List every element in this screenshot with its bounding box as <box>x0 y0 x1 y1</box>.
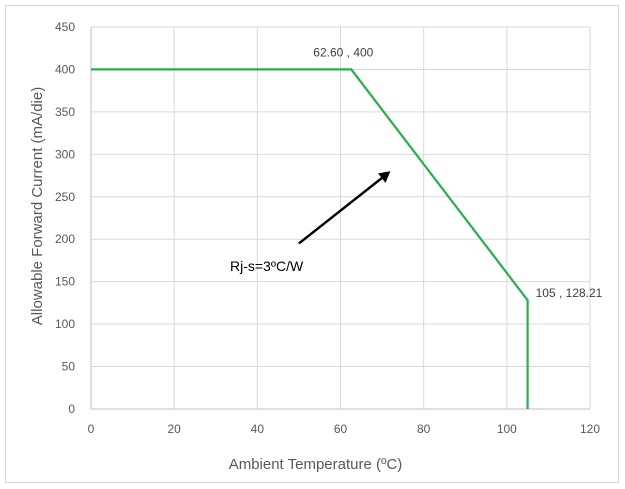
x-tick-label: 20 <box>167 422 181 436</box>
y-tick-label: 0 <box>68 402 75 416</box>
x-tick-label: 100 <box>497 422 517 436</box>
x-tick-labels: 0 20 40 60 80 100 120 <box>88 422 601 436</box>
x-axis-title: Ambient Temperature (ºC) <box>229 456 403 473</box>
y-tick-label: 50 <box>62 360 76 374</box>
y-tick-label: 300 <box>55 147 75 161</box>
point-label-knee: 62.60 , 400 <box>313 45 373 59</box>
y-tick-label: 250 <box>55 190 75 204</box>
y-tick-labels: 0 50 100 150 200 250 300 350 400 450 <box>55 20 75 416</box>
series-line <box>91 68 529 409</box>
y-axis-title: Allowable Forward Current (mA/die) <box>29 87 46 325</box>
annotation-arrow-shaft <box>298 177 383 245</box>
grid <box>90 26 591 410</box>
annotation: Rj-s=3ºC/W <box>230 171 391 274</box>
x-tick-label: 40 <box>251 422 265 436</box>
axes <box>90 27 590 410</box>
annotation-text: Rj-s=3ºC/W <box>230 258 304 274</box>
annotation-arrow-head <box>378 171 391 183</box>
x-tick-label: 80 <box>417 422 431 436</box>
x-tick-label: 0 <box>88 422 95 436</box>
y-tick-label: 400 <box>55 62 75 76</box>
x-tick-label: 120 <box>580 422 600 436</box>
y-tick-label: 100 <box>55 317 75 331</box>
x-tick-label: 60 <box>334 422 348 436</box>
y-tick-label: 200 <box>55 232 75 246</box>
point-label-end: 105 , 128.21 <box>536 286 603 300</box>
series-layer <box>91 68 529 409</box>
y-tick-label: 150 <box>55 275 75 289</box>
chart-frame <box>5 5 619 483</box>
y-tick-label: 350 <box>55 105 75 119</box>
point-labels: 62.60 , 400 105 , 128.21 <box>313 45 602 300</box>
y-tick-label: 450 <box>55 20 75 34</box>
